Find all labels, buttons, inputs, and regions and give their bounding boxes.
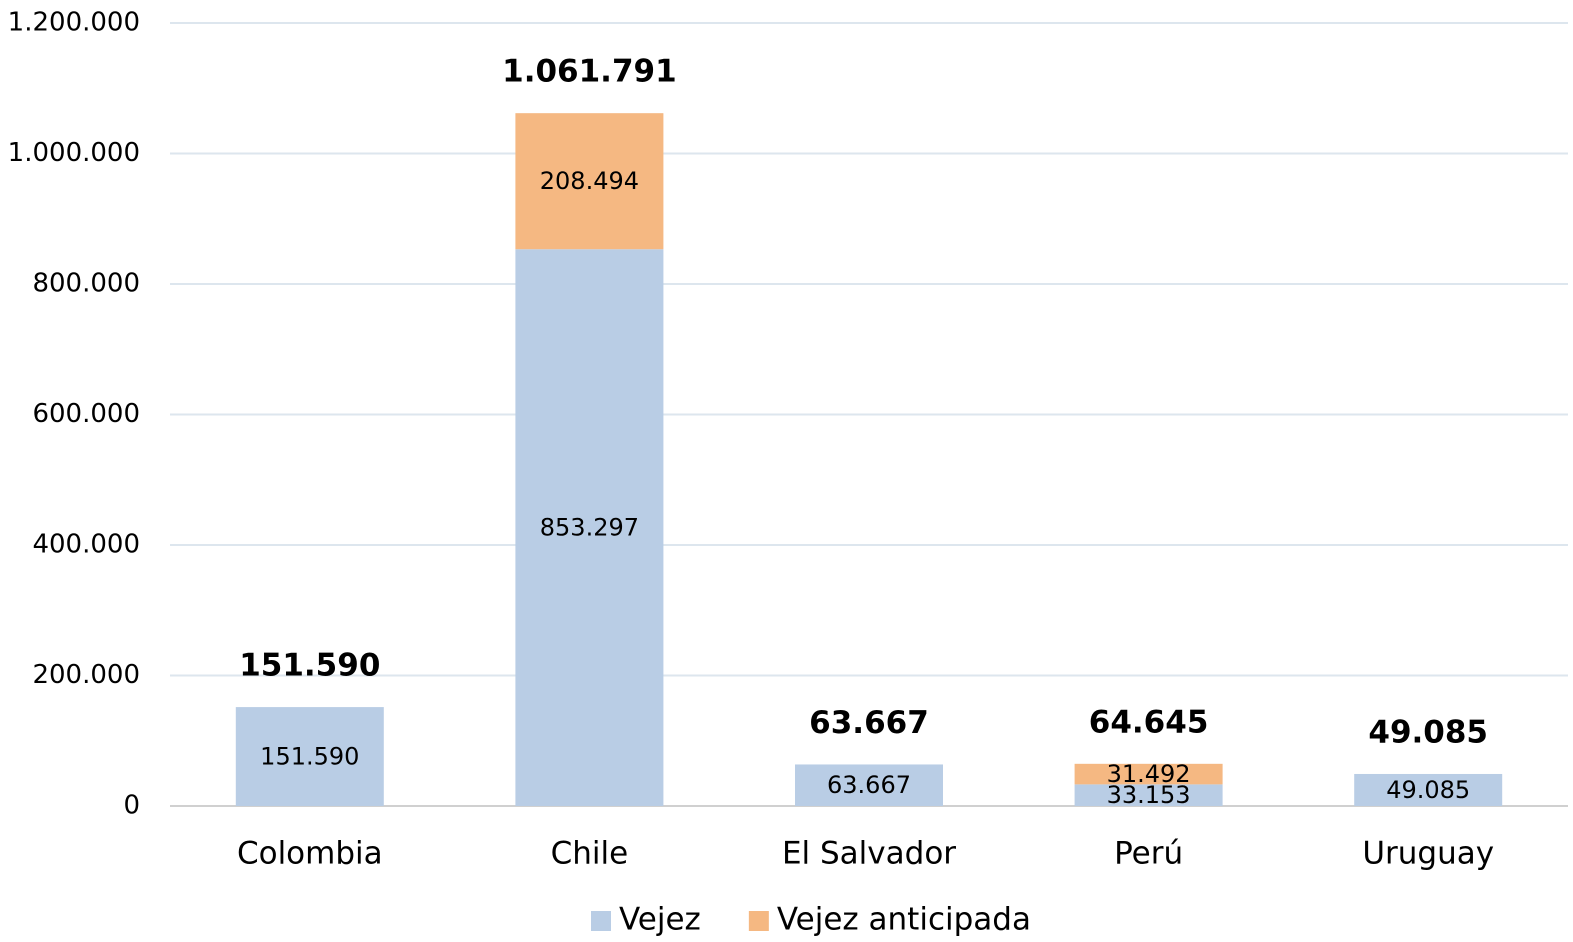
legend-label: Vejez	[619, 902, 701, 938]
bar-segment	[1074, 784, 1223, 806]
bar-segment	[515, 113, 664, 250]
bar-segment	[515, 249, 664, 807]
x-tick-label: Colombia	[237, 836, 383, 872]
x-tick-label: El Salvador	[782, 836, 956, 872]
data-label: 49.085	[1386, 776, 1470, 804]
bar-segment	[1074, 763, 1223, 785]
total-label: 49.085	[1368, 714, 1488, 750]
total-label: 151.590	[239, 648, 380, 684]
x-tick-label: Perú	[1114, 836, 1183, 872]
legend-label: Vejez anticipada	[777, 902, 1031, 938]
bar-segment	[235, 707, 384, 806]
legend-swatch	[591, 911, 611, 931]
total-label: 64.645	[1089, 704, 1209, 740]
data-label: 63.667	[827, 771, 911, 799]
y-tick-label: 400.000	[32, 530, 140, 560]
total-label: 1.061.791	[502, 54, 677, 90]
y-tick-label: 800.000	[32, 269, 140, 299]
y-tick-label: 1.200.000	[8, 8, 140, 38]
y-tick-label: 1.000.000	[8, 138, 140, 168]
y-tick-label: 200.000	[32, 660, 140, 690]
data-label: 31.492	[1107, 760, 1191, 788]
x-tick-label: Uruguay	[1362, 836, 1494, 872]
data-label: 33.153	[1107, 781, 1191, 809]
data-label: 853.297	[540, 514, 639, 542]
y-tick-label: 0	[123, 791, 140, 821]
data-label: 151.590	[260, 743, 359, 771]
x-tick-label: Chile	[551, 836, 629, 872]
y-tick-label: 600.000	[32, 399, 140, 429]
data-label: 208.494	[540, 167, 639, 195]
bar-segment	[1354, 773, 1503, 806]
legend-swatch	[748, 911, 769, 931]
bar-segment	[795, 764, 943, 806]
total-label: 63.667	[809, 705, 929, 741]
